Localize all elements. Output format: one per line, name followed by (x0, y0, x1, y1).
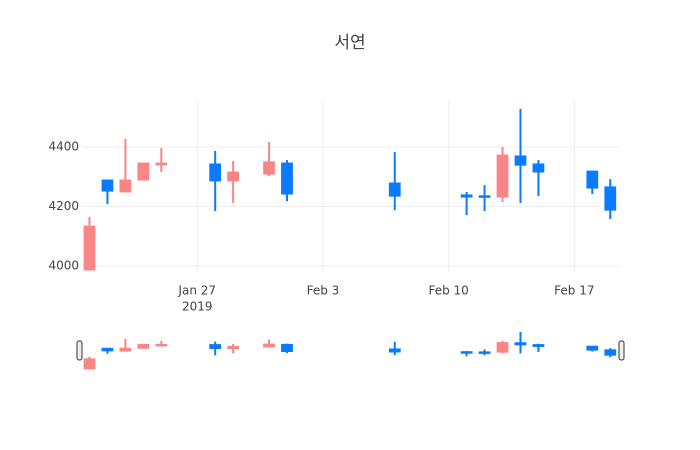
candle-body-mini (137, 343, 150, 349)
candle-body-mini (263, 343, 275, 348)
y-tick-label: 4000 (48, 259, 79, 273)
candle-body-mini (460, 351, 473, 354)
candle-body (496, 154, 509, 198)
candle-body-mini (532, 344, 545, 347)
chart-title: 서연 (334, 33, 365, 53)
range-handle-right[interactable] (618, 340, 625, 361)
range-handle-left[interactable] (76, 340, 83, 361)
candle-body (119, 179, 132, 193)
candle-body (532, 163, 545, 173)
candle-body-mini (281, 343, 293, 352)
x-tick-label: Jan 27 (177, 284, 216, 298)
candle-body-mini (101, 347, 114, 352)
candle-body-mini (83, 358, 96, 370)
x-year-label: 2019 (182, 300, 213, 314)
candle-body (514, 155, 527, 166)
candle-body-mini (586, 345, 599, 351)
x-tick-label: Feb 17 (554, 284, 594, 298)
y-tick-label: 4400 (48, 140, 79, 154)
candle-body (586, 170, 599, 189)
candle-body-mini (155, 343, 168, 347)
candle-body (101, 179, 114, 192)
candle-body (227, 171, 240, 182)
candle-body (209, 163, 222, 182)
candle-body (460, 194, 473, 198)
candle-body-mini (209, 344, 222, 349)
candle-body (478, 195, 491, 198)
candle-body-mini (388, 348, 401, 353)
candle-body (155, 162, 168, 166)
candle-body-mini (478, 351, 491, 354)
candle-body (388, 182, 401, 197)
candle-body-mini (496, 342, 509, 353)
x-tick-label: Feb 3 (307, 284, 340, 298)
x-tick-label: Feb 10 (428, 284, 468, 298)
candle-body-mini (119, 347, 132, 352)
candle-body-mini (604, 349, 617, 356)
y-tick-label: 4200 (48, 199, 79, 213)
candle-body (281, 162, 293, 195)
candle-body-mini (514, 342, 527, 346)
candle-body (137, 162, 150, 181)
candle-body (83, 225, 96, 271)
candle-body (604, 186, 617, 211)
candle-body-mini (227, 345, 240, 349)
candle-body (263, 161, 275, 175)
